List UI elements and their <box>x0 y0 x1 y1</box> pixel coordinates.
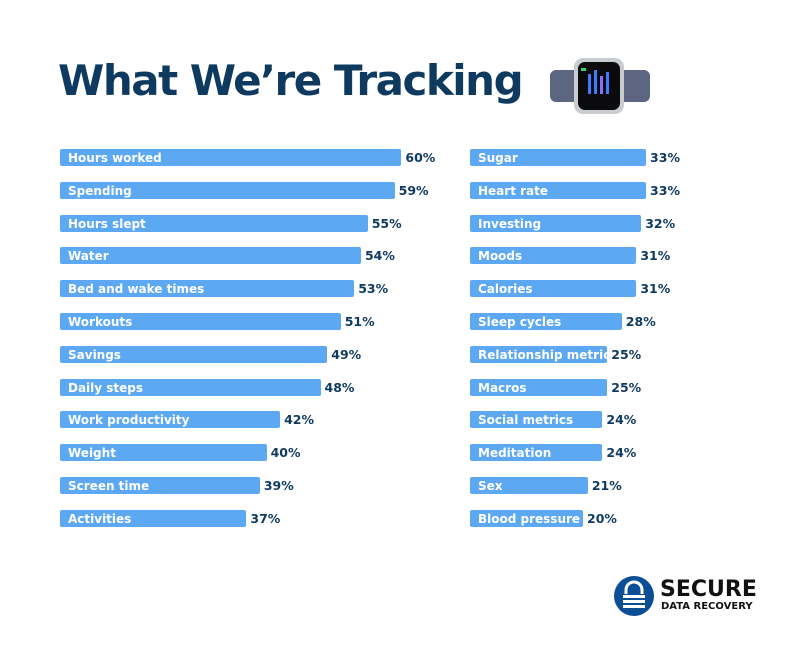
bar <box>470 280 637 298</box>
bar-label: Social metrics <box>478 413 574 428</box>
bar-value: 28% <box>625 313 656 329</box>
bar-label: Activities <box>68 511 132 526</box>
secure-data-recovery-logo: SECURE DATA RECOVERY <box>613 575 793 619</box>
bar <box>60 411 281 429</box>
bar-value: 25% <box>611 346 642 362</box>
bar-label: Sleep cycles <box>478 314 562 329</box>
logo-subtext: DATA RECOVERY <box>661 601 753 612</box>
bar-label: Moods <box>478 249 523 264</box>
bar-label: Savings <box>68 347 121 362</box>
bar <box>60 509 247 527</box>
bar-label: Macros <box>478 380 527 395</box>
smartwatch-image <box>550 58 650 114</box>
bar <box>470 149 647 166</box>
bar-label: Hours slept <box>68 216 146 231</box>
bar-label: Hours worked <box>68 151 162 165</box>
bar-value: 55% <box>371 215 402 231</box>
chart-title: What We’re Tracking <box>58 56 524 105</box>
bar-value: 49% <box>331 346 362 362</box>
bar-label: Heart rate <box>478 183 549 198</box>
bar-value: 37% <box>250 510 281 526</box>
bar-label: Calories <box>478 282 533 297</box>
bar-value: 21% <box>591 477 622 493</box>
bar <box>470 444 603 462</box>
bar-value: 51% <box>344 313 375 329</box>
bar <box>470 181 647 199</box>
bar-value: 33% <box>650 182 680 198</box>
bar <box>60 345 328 363</box>
bar <box>470 312 622 330</box>
bar <box>60 181 395 199</box>
bar-value: 59% <box>398 182 429 198</box>
bar-label: Work productivity <box>68 413 190 428</box>
bar-value: 20% <box>587 510 617 526</box>
bar-value: 39% <box>263 477 294 493</box>
bar-label: Screen time <box>68 478 150 493</box>
bar-label: Meditation <box>478 446 552 461</box>
bar <box>470 411 603 429</box>
bar <box>470 509 583 527</box>
bar <box>60 312 341 330</box>
bar-value: 24% <box>606 412 637 428</box>
bar-label: Workouts <box>68 314 133 329</box>
bar-value: 54% <box>364 248 395 264</box>
bar <box>60 247 361 265</box>
bar <box>470 476 588 494</box>
bar-label: Weight <box>68 446 116 461</box>
bar-label: Investing <box>478 216 542 231</box>
bar-value: 48% <box>324 379 355 395</box>
bar <box>60 444 267 462</box>
bar-value: 60% <box>405 150 436 165</box>
bar-label: Water <box>68 249 109 264</box>
bar <box>470 378 608 396</box>
bar-value: 32% <box>645 215 676 231</box>
padlock-icon <box>614 576 654 616</box>
bar-value: 31% <box>640 248 671 264</box>
bar-label: Sex <box>478 478 503 493</box>
bar <box>60 214 368 232</box>
bar-label: Spending <box>68 183 132 198</box>
bar-value: 33% <box>650 150 680 165</box>
bar <box>470 247 637 265</box>
bar <box>60 476 260 494</box>
bar-value: 42% <box>284 412 314 428</box>
bar <box>470 345 608 363</box>
bar-label: Blood pressure <box>478 511 581 526</box>
bar-label: Bed and wake times <box>68 282 205 297</box>
bar-label: Daily steps <box>68 380 144 395</box>
bar-label: Sugar <box>478 151 518 165</box>
bar-label: Relationship metrics <box>478 347 618 362</box>
bar-value: 40% <box>270 445 301 461</box>
bar <box>60 149 402 166</box>
bar-value: 31% <box>640 281 671 297</box>
bar <box>60 378 321 396</box>
bar <box>60 280 355 298</box>
logo-text: SECURE <box>660 577 757 602</box>
bar-value: 24% <box>606 445 637 461</box>
bar-value: 53% <box>358 281 389 297</box>
bar-value: 25% <box>611 379 642 395</box>
bar <box>470 214 642 232</box>
